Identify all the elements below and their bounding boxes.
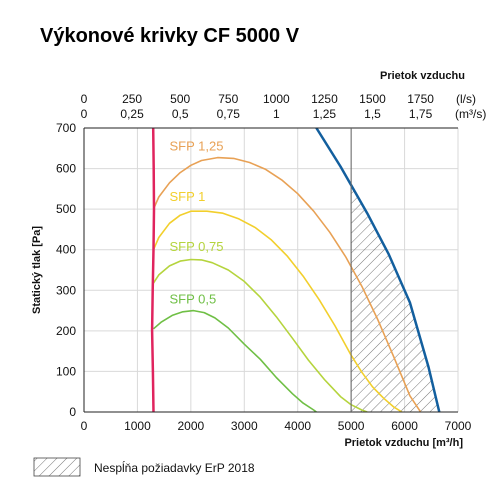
top-tick-ls: 1500 [359,92,386,106]
y-tick-label: 500 [56,202,76,216]
y-tick-label: 600 [56,162,76,176]
top-tick-m3s: 0 [81,107,88,121]
erp-non-compliant-area [350,183,440,412]
x-tick-label: 7000 [445,419,472,433]
top-tick-ls: 0 [81,92,88,106]
series-label: SFP 1,25 [169,138,223,153]
x-tick-label: 3000 [231,419,258,433]
top-tick-ls: 750 [218,92,238,106]
series-line-sfp-1 [152,210,403,412]
series-line-sfp-0-5 [152,309,317,412]
y-tick-label: 700 [56,121,76,135]
top-tick-m3s: 0,25 [120,107,144,121]
top-axis-label: Prietok vzduchu [380,70,465,82]
x-tick-label: 1000 [124,419,151,433]
top-tick-ls: 500 [170,92,190,106]
series-label: SFP 1 [169,189,205,204]
series-group [150,128,441,412]
tick-labels: 0 1000 2000 3000 4000 5000 6000 700001002003004… [56,92,472,433]
top-tick-m3s: 1 [273,107,280,121]
axes [83,127,458,413]
top-tick-ls: 1750 [407,92,434,106]
top-tick-ls: 1250 [311,92,338,106]
top-axis-unit-ls: (l/s) [456,92,476,106]
legend-hatch-swatch [33,457,81,477]
top-tick-m3s: 0,75 [217,107,241,121]
top-tick-ls: 250 [122,92,142,106]
top-tick-m3s: 1,5 [364,107,381,121]
x-tick-label: 2000 [178,419,205,433]
y-tick-label: 0 [69,405,76,419]
series-line-sfp-0-75 [152,258,368,412]
series-label: SFP 0,75 [169,239,223,254]
y-tick-label: 400 [56,243,76,257]
x-axis-label: Prietok vzduchu [m³/h] [344,437,463,449]
series-label: SFP 0,5 [169,291,216,306]
y-tick-label: 100 [56,364,76,378]
series-labels: SFP 1,25 SFP 1 SFP 0,75 SFP 0,5 [169,138,223,306]
top-tick-m3s: 0,5 [172,107,189,121]
top-tick-ls: 1000 [263,92,290,106]
x-tick-label: 5000 [338,419,365,433]
top-tick-m3s: 1,25 [313,107,337,121]
x-tick-label: 4000 [284,419,311,433]
series-line-sfp-1-25 [152,156,422,412]
y-tick-label: 300 [56,283,76,297]
series-line-5 [315,128,441,412]
y-tick-label: 200 [56,324,76,338]
x-tick-label: 6000 [391,419,418,433]
y-axis-label: Statický tlak [Pa] [31,226,43,314]
top-tick-m3s: 1,75 [409,107,433,121]
chart-title: Výkonové krivky CF 5000 V [40,25,300,47]
x-tick-label: 0 [81,419,88,433]
series-line-4 [150,128,156,412]
top-axis-unit-m3s: (m³/s) [455,107,486,121]
legend-label: Nespĺňa požiadavky ErP 2018 [94,460,255,475]
